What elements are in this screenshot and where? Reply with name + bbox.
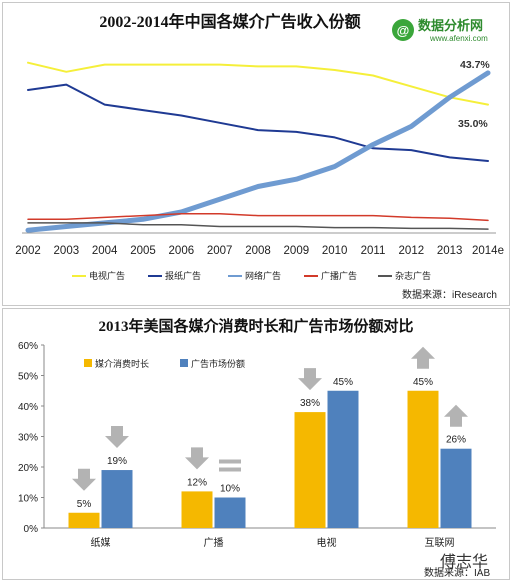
category-label: 广播 [204, 536, 224, 549]
bar-source-note: 数据来源：IAB [424, 566, 490, 579]
annotation-online-share: 43.7% [460, 59, 490, 71]
brand-name: 数据分析网 [418, 18, 483, 33]
bar-data-label: 45% [413, 377, 433, 388]
bar-consumption [407, 390, 439, 528]
bar-group-2: 12% 10% [181, 447, 246, 528]
legend-swatch [84, 359, 92, 367]
x-tick-label: 2002 [15, 245, 41, 257]
bar-data-label: 12% [187, 477, 207, 488]
annotation-tv-share: 35.0% [458, 118, 488, 130]
legend-label: 电视广告 [89, 270, 125, 281]
down-arrow-icon [185, 447, 209, 470]
bar-group-4: 45% 26% [407, 346, 472, 528]
x-tick-label: 2009 [284, 245, 310, 257]
x-tick-label: 2003 [54, 245, 80, 257]
line-chart-panel [2, 2, 510, 306]
x-tick-label: 2007 [207, 245, 233, 257]
line-series-1 [27, 61, 489, 106]
bar-consumption [68, 512, 100, 528]
line-x-axis: 2002 2003 2004 2005 2006 2007 2008 2009 2010 2011… [15, 245, 504, 257]
bar-adshare [440, 448, 472, 528]
legend-label: 网络广告 [245, 270, 281, 281]
category-label: 电视 [317, 536, 337, 549]
y-tick-label: 50% [18, 372, 38, 383]
x-tick-label: 2010 [322, 245, 348, 257]
legend-label: 广告市场份额 [191, 358, 245, 369]
y-tick-label: 0% [24, 524, 39, 535]
y-tick-label: 40% [18, 402, 38, 413]
x-tick-label: 2006 [169, 245, 195, 257]
bar-adshare [214, 497, 246, 528]
equal-icon [219, 467, 241, 472]
legend-item-3: 网络广告 [228, 270, 281, 281]
y-tick-label: 30% [18, 433, 38, 444]
bar-legend-item-2: 广告市场份额 [180, 358, 245, 369]
legend-label: 报纸广告 [165, 270, 201, 281]
line-series-4 [27, 213, 489, 222]
x-tick-label: 2013 [437, 245, 463, 257]
bar-group-1: 5% 19% [68, 426, 133, 528]
legend-item-1: 电视广告 [72, 270, 125, 281]
up-arrow-icon [444, 404, 468, 427]
y-tick-label: 20% [18, 463, 38, 474]
legend-label: 广播广告 [321, 270, 357, 281]
watermark-logo: @ 数据分析网 www.afenxi.com [392, 18, 488, 43]
bar-data-label: 45% [333, 377, 353, 388]
y-tick-label: 10% [18, 494, 38, 505]
legend-label: 媒介消费时长 [95, 358, 149, 369]
bar-data-label: 26% [446, 435, 466, 446]
bar-legend-item-1: 媒介消费时长 [84, 358, 149, 369]
line-series-2 [27, 83, 489, 162]
up-arrow-icon [411, 346, 435, 369]
x-tick-label: 2005 [130, 245, 156, 257]
legend-label: 杂志广告 [395, 270, 431, 281]
author-watermark: 傅志华 [440, 553, 488, 571]
x-tick-label: 2012 [399, 245, 425, 257]
bar-x-axis: 纸媒 广播 电视 互联网 [91, 536, 455, 549]
y-tick-label: 60% [18, 341, 38, 352]
x-tick-label: 2014e [472, 245, 504, 257]
legend-item-5: 杂志广告 [378, 270, 431, 281]
bar-consumption [181, 491, 213, 528]
line-series-5 [27, 222, 489, 230]
bar-group-3: 38% 45% [294, 368, 359, 528]
equal-icon [219, 459, 241, 464]
category-label: 纸媒 [91, 536, 111, 549]
bar-data-label: 38% [300, 398, 320, 409]
bar-data-label: 5% [77, 499, 92, 510]
bar-legend: 媒介消费时长 广告市场份额 [84, 358, 245, 369]
bar-adshare [327, 390, 359, 528]
legend-item-4: 广播广告 [304, 270, 357, 281]
bar-adshare [101, 470, 133, 528]
bar-plot-area: 5% 19% 12% 10% 38% 45% 45% 26% [68, 346, 472, 528]
logo-glyph: @ [397, 23, 410, 38]
x-tick-label: 2011 [361, 245, 386, 257]
line-chart-title: 2002-2014年中国各媒介广告收入份额 [99, 12, 360, 31]
bar-data-label: 19% [107, 456, 127, 467]
bar-chart-title: 2013年美国各媒介消费时长和广告市场份额对比 [98, 317, 413, 335]
down-arrow-icon [298, 368, 322, 391]
legend-item-2: 报纸广告 [148, 270, 201, 281]
x-tick-label: 2008 [245, 245, 271, 257]
legend-swatch [180, 359, 188, 367]
bar-consumption [294, 412, 326, 528]
x-tick-label: 2004 [92, 245, 118, 257]
down-arrow-icon [72, 468, 96, 491]
line-plot-area [22, 61, 496, 234]
category-label: 互联网 [425, 537, 455, 549]
brand-domain: www.afenxi.com [429, 34, 488, 43]
bar-data-label: 10% [220, 484, 240, 495]
down-arrow-icon [105, 426, 129, 449]
line-source-note: 数据来源：iResearch [402, 288, 497, 301]
logo-icon [392, 19, 414, 41]
line-legend: 电视广告 报纸广告 网络广告 广播广告 杂志广告 [72, 270, 431, 281]
